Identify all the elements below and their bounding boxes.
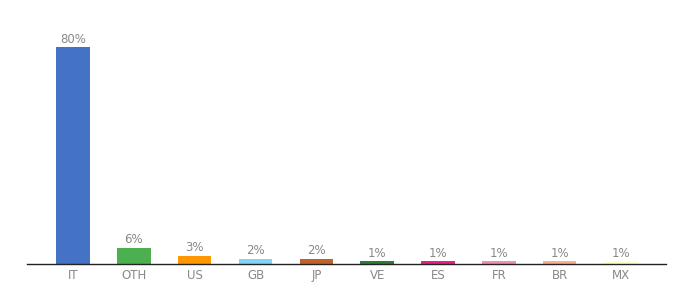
- Bar: [482, 261, 515, 264]
- Text: 6%: 6%: [124, 233, 143, 246]
- Text: 1%: 1%: [368, 247, 386, 260]
- Text: 1%: 1%: [550, 247, 569, 260]
- Bar: [360, 261, 394, 264]
- Text: 2%: 2%: [307, 244, 326, 257]
- Bar: [300, 259, 333, 264]
- Bar: [239, 259, 272, 264]
- Text: 1%: 1%: [490, 247, 508, 260]
- Text: 1%: 1%: [611, 247, 630, 260]
- Bar: [543, 261, 577, 264]
- Text: 3%: 3%: [186, 241, 204, 254]
- Bar: [422, 261, 455, 264]
- Bar: [117, 248, 150, 264]
- Bar: [178, 256, 211, 264]
- Bar: [56, 47, 90, 264]
- Text: 1%: 1%: [429, 247, 447, 260]
- Text: 80%: 80%: [60, 33, 86, 46]
- Text: 2%: 2%: [246, 244, 265, 257]
- Bar: [604, 261, 637, 264]
